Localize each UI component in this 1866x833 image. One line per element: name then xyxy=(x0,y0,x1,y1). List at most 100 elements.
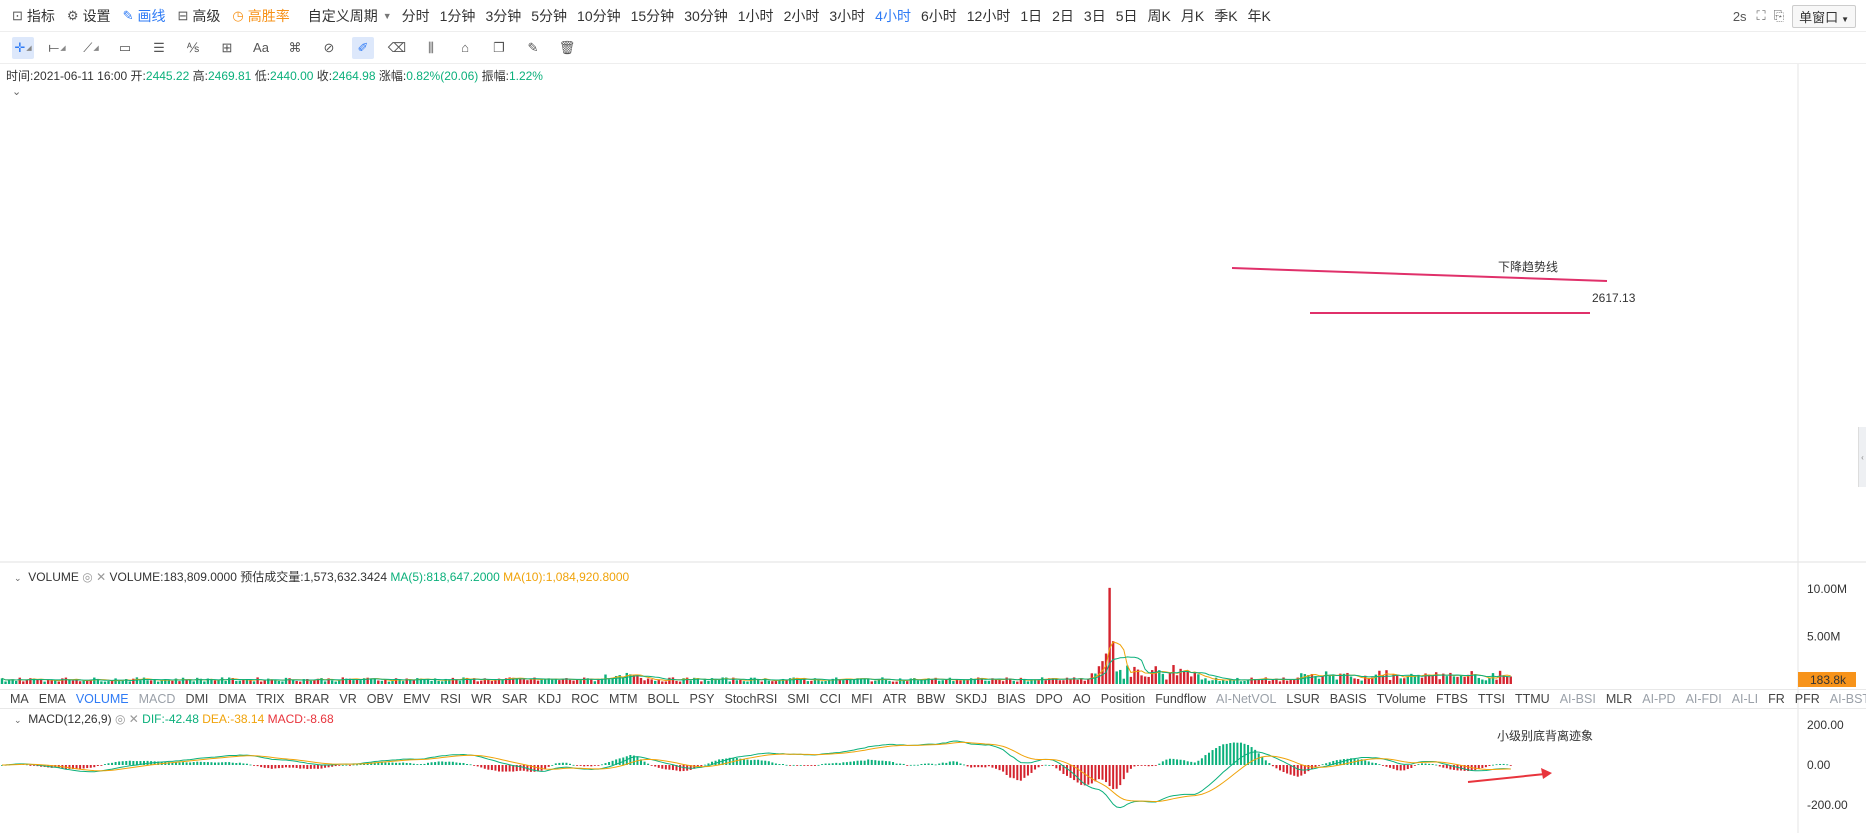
indicator-tab-dma[interactable]: DMA xyxy=(218,692,247,706)
trash-tool[interactable]: 🗑 xyxy=(556,37,578,59)
indicator-tab-pfr[interactable]: PFR xyxy=(1794,692,1820,706)
indicator-tab-roc[interactable]: ROC xyxy=(571,692,600,706)
close-icon[interactable]: ✕ xyxy=(128,712,139,726)
indicator-tab-ai-bst[interactable]: AI-BST xyxy=(1829,692,1866,706)
indicator-tab-vr[interactable]: VR xyxy=(339,692,357,706)
indicator-tab-ai-bsi[interactable]: AI-BSI xyxy=(1559,692,1596,706)
screenshot-icon[interactable]: ⎘ xyxy=(1773,8,1785,23)
indicator-tab-ttsi[interactable]: TTSI xyxy=(1477,692,1505,706)
indicator-tab-fundflow[interactable]: Fundflow xyxy=(1155,692,1206,706)
indicator-tab-basis[interactable]: BASIS xyxy=(1329,692,1367,706)
indicator-tab-fr[interactable]: FR xyxy=(1768,692,1785,706)
indicator-tab-mtm[interactable]: MTM xyxy=(609,692,638,706)
settings-button[interactable]: ⚙ 设置 xyxy=(66,7,111,24)
period-0[interactable]: 分时 xyxy=(401,7,430,24)
indicator-tab-ai-fdi[interactable]: AI-FDI xyxy=(1685,692,1722,706)
period-4[interactable]: 10分钟 xyxy=(577,7,621,24)
parallel-channel-tool[interactable]: ☰ xyxy=(148,37,170,59)
crosshair-tool[interactable]: ✛ ◢ xyxy=(12,36,34,59)
indicator-tab-bias[interactable]: BIAS xyxy=(997,692,1026,706)
horizontal-ray-tool[interactable]: ⟝ ◢ xyxy=(46,37,68,59)
indicator-tab-obv[interactable]: OBV xyxy=(366,692,394,706)
advanced-button[interactable]: ⊟ 高级 xyxy=(177,7,221,24)
indicator-tab-trix[interactable]: TRIX xyxy=(256,692,285,706)
text-tool-tool[interactable]: Aa xyxy=(250,37,272,59)
indicator-tab-ao[interactable]: AO xyxy=(1072,692,1091,706)
period-7[interactable]: 1小时 xyxy=(737,7,774,24)
indicator-tab-smi[interactable]: SMI xyxy=(787,692,810,706)
indicator-tab-position[interactable]: Position xyxy=(1100,692,1146,706)
period-12[interactable]: 12小时 xyxy=(966,7,1011,24)
highlighter-tool[interactable]: ⌫ xyxy=(386,37,408,59)
collapse-chevron-icon[interactable]: ⌄ xyxy=(12,86,22,98)
fullscreen-icon[interactable]: ⛶ xyxy=(1756,8,1766,23)
indicator-tab-mfi[interactable]: MFI xyxy=(851,692,873,706)
indicator-tab-rsi[interactable]: RSI xyxy=(440,692,462,706)
period-20[interactable]: 年K xyxy=(1247,7,1271,24)
period-3[interactable]: 5分钟 xyxy=(531,7,568,24)
indicator-tab-ma[interactable]: MA xyxy=(10,692,29,706)
period-18[interactable]: 月K xyxy=(1180,7,1205,24)
collapse-chevron-icon[interactable]: ⌄ xyxy=(14,573,22,583)
indicator-tab-emv[interactable]: EMV xyxy=(403,692,431,706)
indicator-tab-macd[interactable]: MACD xyxy=(138,692,176,706)
indicator-tab-ai-netvol[interactable]: AI-NetVOL xyxy=(1215,692,1277,706)
period-13[interactable]: 1日 xyxy=(1020,7,1043,24)
period-10[interactable]: 4小时 xyxy=(875,7,911,24)
indicator-tab-boll[interactable]: BOLL xyxy=(647,692,680,706)
indicator-tab-tvolume[interactable]: TVolume xyxy=(1376,692,1426,706)
indicator-tab-kdj[interactable]: KDJ xyxy=(537,692,562,706)
indicator-tab-bbw[interactable]: BBW xyxy=(916,692,946,706)
period-16[interactable]: 5日 xyxy=(1115,7,1138,24)
close-icon[interactable]: ✕ xyxy=(96,570,107,584)
draw-line-button[interactable]: ✎ 画线 xyxy=(122,7,166,24)
indicator-tab-psy[interactable]: PSY xyxy=(689,692,715,706)
refresh-interval[interactable]: 2s xyxy=(1732,8,1747,24)
indicator-button[interactable]: ⊡ 指标 xyxy=(12,7,55,24)
window-mode-dropdown[interactable]: 单窗口 ▼ xyxy=(1792,4,1856,28)
period-6[interactable]: 30分钟 xyxy=(684,7,728,24)
period-8[interactable]: 2小时 xyxy=(783,7,820,24)
indicator-tab-sar[interactable]: SAR xyxy=(501,692,528,706)
period-5[interactable]: 15分钟 xyxy=(630,7,675,24)
indicator-tab-wr[interactable]: WR xyxy=(471,692,492,706)
indicator-tab-mlr[interactable]: MLR xyxy=(1605,692,1633,706)
indicator-tab-dpo[interactable]: DPO xyxy=(1035,692,1063,706)
visibility-icon[interactable]: ◎ xyxy=(82,570,93,584)
visibility-icon[interactable]: ◎ xyxy=(114,712,126,726)
indicator-tab-volume[interactable]: VOLUME xyxy=(75,692,129,706)
measure-tool[interactable]: ⊞ xyxy=(216,37,238,59)
edit-tool[interactable]: ✎ xyxy=(522,37,544,59)
period-11[interactable]: 6小时 xyxy=(920,7,957,24)
delete-tool[interactable]: ⌂ xyxy=(454,37,476,59)
candles-tool[interactable]: ⫼ xyxy=(420,37,442,59)
side-panel-toggle[interactable]: ‹ xyxy=(1858,427,1866,487)
fibonacci-tool[interactable]: ⅍ xyxy=(182,37,204,59)
indicator-tab-ema[interactable]: EMA xyxy=(38,692,66,706)
indicator-tab-skdj[interactable]: SKDJ xyxy=(955,692,988,706)
period-15[interactable]: 3日 xyxy=(1083,7,1106,24)
indicator-tab-atr[interactable]: ATR xyxy=(882,692,907,706)
brush-tool[interactable]: ⌘ xyxy=(284,37,306,59)
indicator-tab-ai-li[interactable]: AI-LI xyxy=(1731,692,1759,706)
pencil-tool[interactable]: ✐ xyxy=(352,36,374,59)
indicator-tab-cci[interactable]: CCI xyxy=(819,692,842,706)
high-winrate-button[interactable]: ◷ 高胜率 xyxy=(232,7,290,24)
period-14[interactable]: 2日 xyxy=(1052,7,1074,24)
collapse-chevron-icon[interactable]: ⌄ xyxy=(14,715,22,725)
copy-tool[interactable]: ❐ xyxy=(488,37,510,59)
eraser-tool[interactable]: ⊘ xyxy=(318,37,340,59)
indicator-tab-dmi[interactable]: DMI xyxy=(185,692,209,706)
indicator-tab-ttmu[interactable]: TTMU xyxy=(1514,692,1550,706)
indicator-tab-stochrsi[interactable]: StochRSI xyxy=(724,692,778,706)
custom-period-dropdown[interactable]: 自定义周期 ▼ xyxy=(307,7,392,24)
period-2[interactable]: 3分钟 xyxy=(485,7,522,24)
period-1[interactable]: 1分钟 xyxy=(439,7,476,24)
indicator-tab-lsur[interactable]: LSUR xyxy=(1286,692,1320,706)
period-17[interactable]: 周K xyxy=(1147,7,1171,24)
indicator-tab-ai-pd[interactable]: AI-PD xyxy=(1642,692,1676,706)
trend-line-tool[interactable]: ⟋ ◢ xyxy=(80,37,102,59)
rectangle-tool[interactable]: ▭ xyxy=(114,37,136,59)
period-19[interactable]: 季K xyxy=(1214,7,1238,24)
